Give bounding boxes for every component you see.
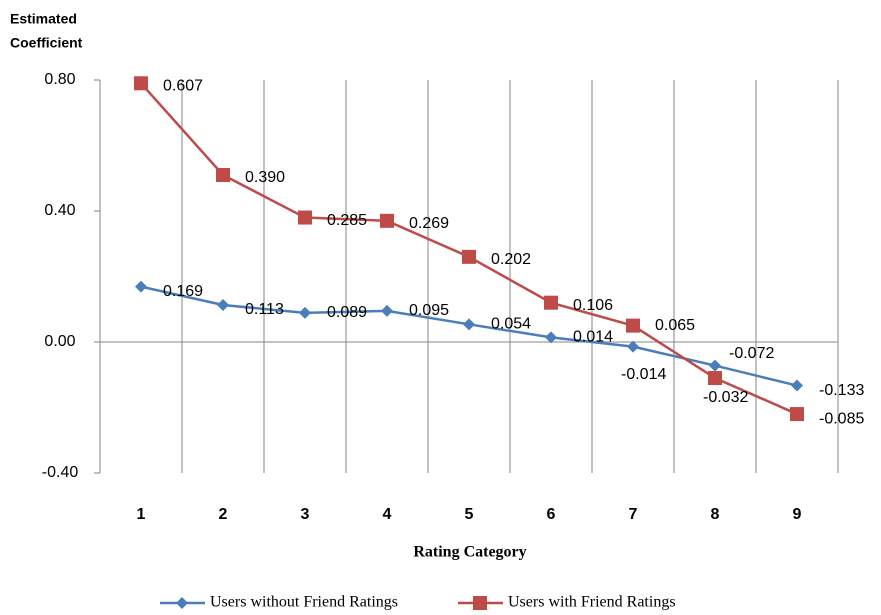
x-tick-label: 5 xyxy=(465,506,474,523)
data-point xyxy=(708,371,722,386)
data-label: 0.285 xyxy=(327,212,367,229)
data-point xyxy=(545,331,557,344)
data-label: 0.390 xyxy=(245,169,285,186)
data-point xyxy=(463,318,475,331)
data-label: -0.014 xyxy=(621,366,666,383)
data-label: 0.054 xyxy=(491,316,531,333)
data-point xyxy=(626,318,640,333)
series-line xyxy=(140,82,798,416)
data-label: 0.095 xyxy=(409,302,449,319)
x-tick-label: 9 xyxy=(793,506,802,523)
data-point xyxy=(709,359,721,372)
data-point xyxy=(217,298,229,311)
y-tick-label: -0.40 xyxy=(42,464,79,481)
x-tick-label: 6 xyxy=(547,506,556,523)
data-point xyxy=(380,213,394,228)
x-tick-label: 3 xyxy=(301,506,310,523)
data-label: 0.065 xyxy=(655,317,695,334)
x-tick-label: 1 xyxy=(137,506,146,523)
data-point xyxy=(299,306,311,319)
data-label: 0.202 xyxy=(491,251,531,268)
data-label: 0.089 xyxy=(327,304,367,321)
data-label: 0.269 xyxy=(409,215,449,232)
data-label: -0.133 xyxy=(819,382,864,399)
data-point xyxy=(627,340,639,353)
y-axis-title: Coefficient xyxy=(10,35,83,51)
data-point xyxy=(216,167,230,182)
data-point xyxy=(791,379,803,392)
legend-label: Users with Friend Ratings xyxy=(508,594,676,611)
data-point xyxy=(298,210,312,225)
data-point xyxy=(544,295,558,310)
legend-label: Users without Friend Ratings xyxy=(210,594,398,611)
data-label: -0.085 xyxy=(819,410,864,427)
x-tick-label: 2 xyxy=(219,506,228,523)
data-label: 0.106 xyxy=(573,297,613,314)
x-tick-label: 8 xyxy=(711,506,720,523)
data-point xyxy=(134,76,148,91)
y-tick-label: 0.80 xyxy=(44,71,75,88)
x-axis-title: Rating Category xyxy=(413,544,526,561)
data-label: 0.113 xyxy=(245,301,284,318)
data-label: -0.072 xyxy=(729,345,774,362)
x-tick-label: 7 xyxy=(629,506,638,523)
data-point xyxy=(462,249,476,264)
legend-marker xyxy=(176,597,188,609)
legend-marker xyxy=(473,596,487,610)
data-label: 0.607 xyxy=(163,77,203,94)
data-label: 0.014 xyxy=(573,329,613,346)
y-axis-title: Estimated xyxy=(10,11,77,27)
data-point xyxy=(790,407,804,422)
data-point xyxy=(381,304,393,317)
y-tick-label: 0.40 xyxy=(44,202,75,219)
series-line xyxy=(140,285,798,387)
x-tick-label: 4 xyxy=(383,506,392,523)
y-tick-label: 0.00 xyxy=(44,333,75,350)
data-point xyxy=(135,280,147,293)
data-label: 0.169 xyxy=(163,283,203,300)
data-label: -0.032 xyxy=(703,389,748,406)
